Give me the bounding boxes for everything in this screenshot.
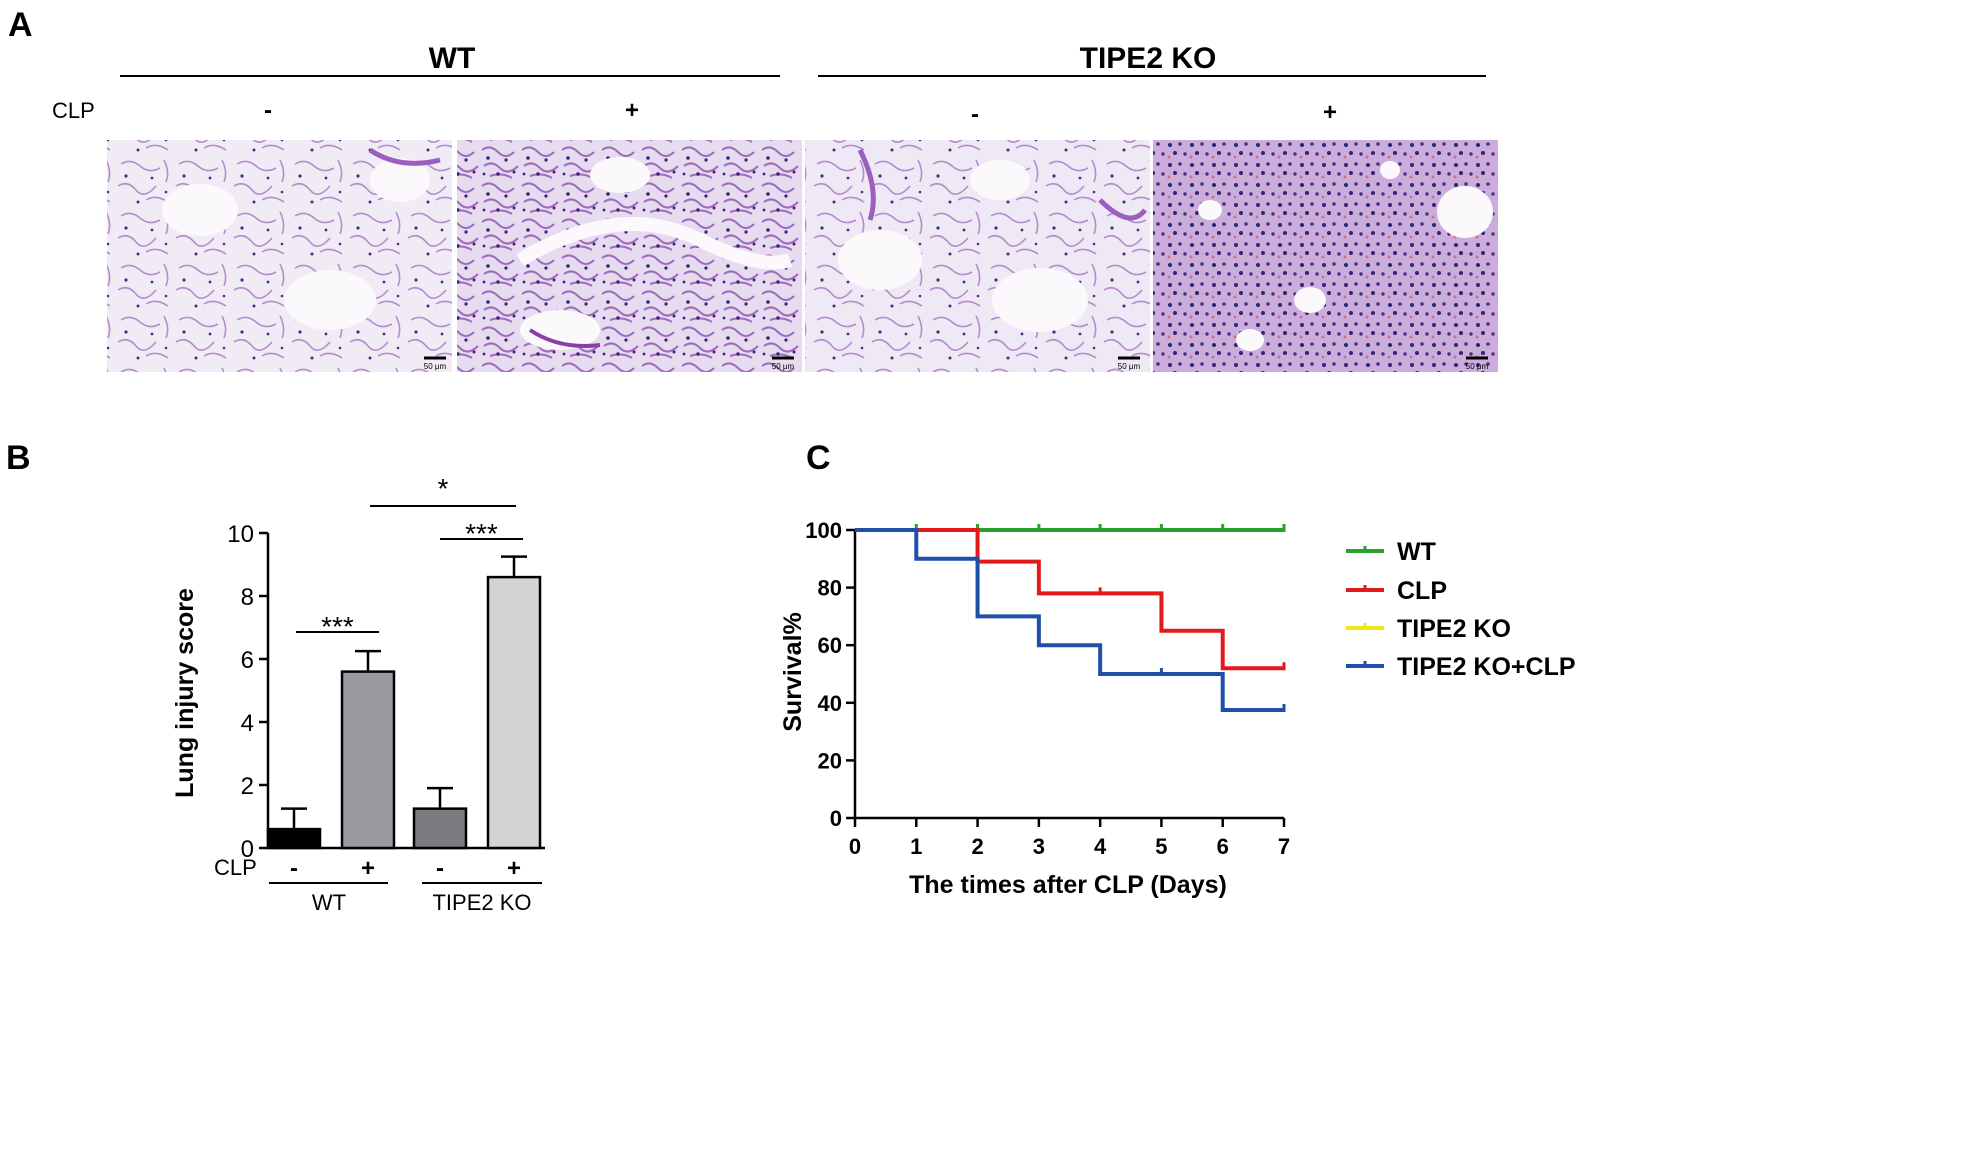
panel-label-b: B	[6, 439, 31, 477]
condition-3: -	[971, 101, 979, 128]
y-tick-label-b: 8	[241, 584, 254, 611]
scale-bar-2: 50 μm	[772, 362, 795, 371]
panel-a: A WT TIPE2 KO CLP - + - + 50 μm	[8, 6, 1498, 372]
x-tick-label-c: 2	[971, 834, 983, 859]
group-label-b-tipe2-ko: TIPE2 KO	[432, 890, 531, 915]
panel-c: C Survival% The times after CLP (Days) 0…	[779, 439, 1576, 899]
condition-1: -	[264, 97, 272, 124]
bar	[486, 575, 542, 850]
scale-bar-3: 50 μm	[1118, 362, 1141, 371]
category-label-b: -	[436, 855, 444, 882]
y-tick-label-c: 80	[818, 576, 842, 601]
y-axis-label-c: Survival%	[779, 612, 807, 732]
x-tick-label-c: 0	[849, 834, 861, 859]
significance-label: ***	[465, 518, 498, 549]
x-tick-label-c: 6	[1217, 834, 1229, 859]
histology-ko-sham: 50 μm	[805, 140, 1150, 372]
x-tick-label-c: 5	[1155, 834, 1167, 859]
histology-ko-clp: 50 μm	[1153, 140, 1498, 372]
condition-2: +	[625, 97, 639, 124]
series-tipe2-ko-clp-line	[855, 528, 1284, 712]
x-axis-label-c: The times after CLP (Days)	[909, 871, 1227, 899]
y-tick-label-b: 6	[241, 647, 254, 674]
y-tick-label-c: 20	[818, 748, 842, 773]
group-label-b-wt: WT	[312, 890, 346, 915]
category-label-b: +	[507, 855, 521, 882]
bar	[340, 670, 396, 850]
y-tick-label-c: 60	[818, 633, 842, 658]
scale-bar-1: 50 μm	[424, 362, 447, 371]
x-tick-label-c: 7	[1278, 834, 1290, 859]
y-tick-label-b: 0	[241, 836, 254, 863]
series-clp-line	[855, 528, 1284, 671]
condition-4: +	[1323, 99, 1337, 126]
group-label-wt: WT	[429, 42, 476, 75]
significance-label: ***	[321, 611, 354, 642]
panel-label-c: C	[806, 439, 831, 477]
clp-label-b: CLP	[214, 855, 257, 880]
category-label-b: +	[361, 855, 375, 882]
x-tick-label-c: 1	[910, 834, 922, 859]
y-tick-label-c: 0	[830, 806, 842, 831]
histology-wt-sham: 50 μm	[107, 140, 452, 372]
scale-bar-4: 50 μm	[1466, 362, 1489, 371]
y-tick-label-b: 4	[241, 710, 254, 737]
clp-row-label: CLP	[52, 98, 95, 123]
legend-label: TIPE2 KO	[1397, 615, 1511, 643]
y-tick-label-c: 100	[805, 518, 842, 543]
panel-label-a: A	[8, 6, 33, 44]
bar	[412, 807, 468, 850]
x-tick-label-c: 4	[1094, 834, 1107, 859]
significance-label: *	[438, 473, 449, 504]
legend-label: WT	[1397, 538, 1436, 566]
bar	[266, 827, 322, 850]
category-label-b: -	[290, 855, 298, 882]
y-axis-label-b: Lung injury score	[171, 588, 199, 798]
group-label-tipe2-ko: TIPE2 KO	[1080, 42, 1217, 75]
y-tick-label-c: 40	[818, 691, 842, 716]
legend-label: CLP	[1397, 577, 1447, 605]
y-tick-label-b: 2	[241, 773, 254, 800]
y-tick-label-b: 10	[227, 521, 254, 548]
legend-label: TIPE2 KO+CLP	[1397, 653, 1576, 681]
histology-wt-clp: 50 μm	[457, 140, 802, 372]
panel-b: B Lung injury score CLP WT TIPE2 KO 0 2 4 6…	[6, 439, 545, 915]
x-tick-label-c: 3	[1033, 834, 1045, 859]
